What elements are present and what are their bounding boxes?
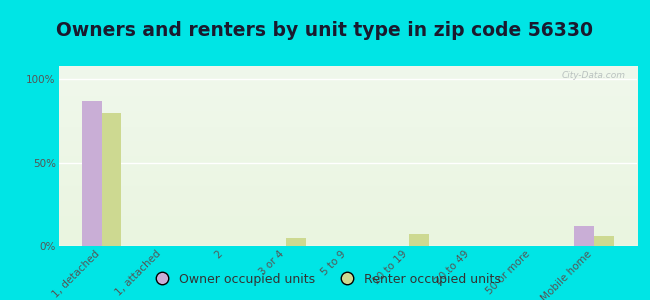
Bar bbox=[574, 226, 594, 246]
Bar bbox=[286, 238, 306, 246]
Legend: Owner occupied units, Renter occupied units: Owner occupied units, Renter occupied un… bbox=[144, 268, 506, 291]
Bar bbox=[82, 101, 101, 246]
Bar bbox=[101, 113, 122, 246]
Bar bbox=[594, 236, 614, 246]
Text: City-Data.com: City-Data.com bbox=[562, 71, 625, 80]
Bar bbox=[410, 234, 429, 246]
Text: Owners and renters by unit type in zip code 56330: Owners and renters by unit type in zip c… bbox=[57, 21, 593, 40]
